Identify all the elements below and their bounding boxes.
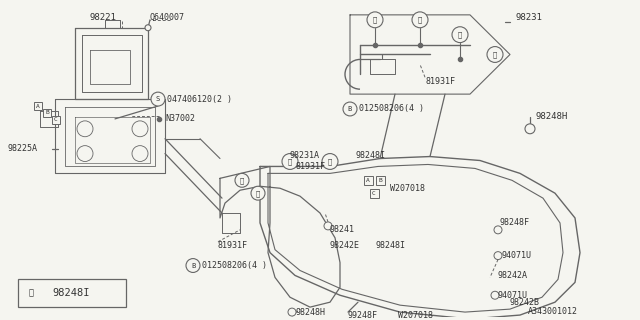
Circle shape	[487, 47, 503, 62]
Text: 81931F: 81931F	[295, 162, 325, 171]
Text: 98248H: 98248H	[295, 308, 325, 316]
Text: ①: ①	[288, 158, 292, 165]
Bar	[34, 102, 42, 110]
Circle shape	[367, 12, 383, 28]
Circle shape	[282, 154, 298, 169]
Text: 98242B: 98242B	[510, 298, 540, 307]
Bar	[369, 189, 378, 198]
Text: 94071U: 94071U	[502, 251, 532, 260]
Text: B: B	[191, 262, 195, 268]
Circle shape	[525, 124, 535, 134]
Bar	[376, 176, 385, 185]
Text: W207018: W207018	[390, 184, 425, 193]
Text: ①: ①	[240, 177, 244, 184]
Circle shape	[132, 121, 148, 137]
Text: 98242E: 98242E	[330, 241, 360, 250]
Text: Q640007: Q640007	[150, 13, 185, 22]
Circle shape	[412, 12, 428, 28]
Circle shape	[77, 121, 93, 137]
Text: ①: ①	[256, 190, 260, 196]
Text: 98231A: 98231A	[290, 151, 320, 160]
Bar	[18, 279, 126, 307]
Text: ①: ①	[29, 289, 33, 298]
Circle shape	[145, 25, 151, 31]
Text: ①: ①	[373, 17, 377, 23]
Circle shape	[235, 173, 249, 187]
Circle shape	[186, 259, 200, 272]
Text: C: C	[54, 117, 58, 122]
Text: 012508206(4 ): 012508206(4 )	[202, 261, 267, 270]
Text: 98248H: 98248H	[535, 112, 567, 121]
Text: A: A	[36, 103, 40, 108]
Text: 98248I: 98248I	[52, 288, 90, 298]
Circle shape	[151, 92, 165, 106]
Circle shape	[251, 186, 265, 200]
Circle shape	[343, 102, 357, 116]
Text: 98241: 98241	[330, 225, 355, 234]
Text: B: B	[348, 106, 352, 112]
Text: 94071U: 94071U	[498, 291, 528, 300]
Text: S: S	[156, 96, 160, 102]
Circle shape	[494, 226, 502, 234]
Text: B: B	[45, 110, 49, 116]
Circle shape	[322, 154, 338, 169]
Text: 98242A: 98242A	[498, 271, 528, 280]
Text: N37002: N37002	[165, 114, 195, 124]
Bar	[52, 116, 60, 124]
Text: 98221: 98221	[90, 13, 117, 22]
Text: B: B	[378, 178, 382, 183]
Text: 81931F: 81931F	[425, 77, 455, 86]
Circle shape	[491, 291, 499, 299]
Text: ①: ①	[328, 158, 332, 165]
Bar	[364, 176, 372, 185]
Text: 98248I: 98248I	[375, 241, 405, 250]
Text: 047406120(2 ): 047406120(2 )	[167, 95, 232, 104]
Text: ①: ①	[493, 51, 497, 58]
Circle shape	[324, 222, 332, 230]
Text: 98231: 98231	[515, 13, 542, 22]
Text: 012508206(4 ): 012508206(4 )	[359, 105, 424, 114]
Text: 98225A: 98225A	[8, 144, 38, 153]
Circle shape	[452, 27, 468, 43]
Circle shape	[494, 252, 502, 260]
Text: A: A	[366, 178, 370, 183]
Text: 81931F: 81931F	[218, 241, 248, 250]
Text: W207018: W207018	[398, 310, 433, 320]
Text: 98248I: 98248I	[355, 151, 385, 160]
Circle shape	[22, 284, 40, 302]
Circle shape	[132, 146, 148, 162]
Text: C: C	[372, 191, 376, 196]
Text: ①: ①	[458, 31, 462, 38]
Bar	[43, 109, 51, 117]
Text: A343001012: A343001012	[528, 307, 578, 316]
Circle shape	[288, 308, 296, 316]
Text: ①: ①	[418, 17, 422, 23]
Circle shape	[77, 146, 93, 162]
Text: 99248F: 99248F	[348, 310, 378, 320]
Text: 98248F: 98248F	[500, 219, 530, 228]
